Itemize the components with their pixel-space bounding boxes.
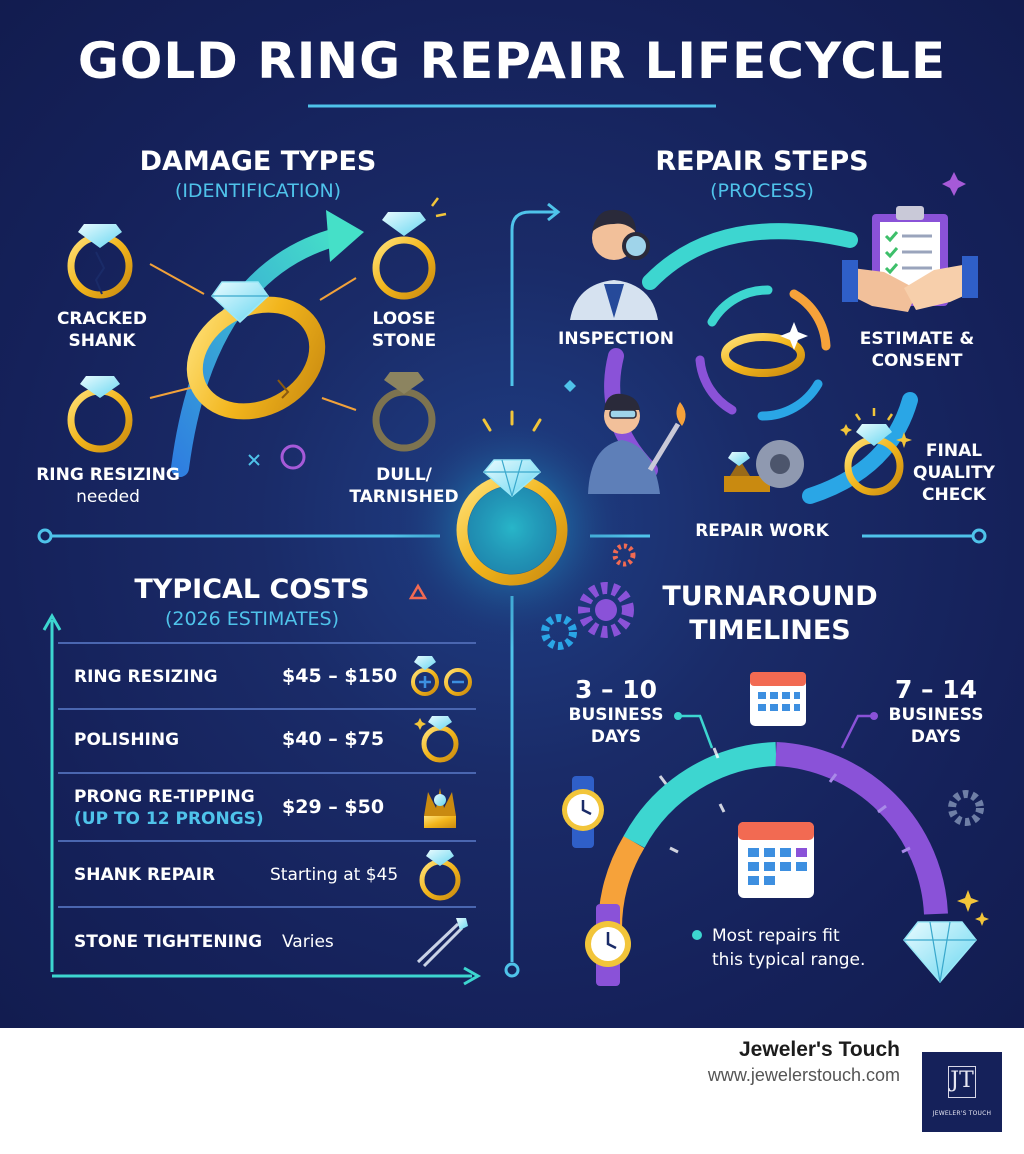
- clipboard-handshake-icon: [842, 206, 978, 312]
- decoration-layer: [37, 104, 989, 986]
- cost-value: $45 – $150: [282, 665, 398, 687]
- polish-ring-icon: [414, 716, 459, 763]
- cost-value: $40 – $75: [282, 728, 385, 750]
- footer: [0, 1028, 1024, 1154]
- resize-plus-minus-icon: [411, 656, 472, 696]
- logo-monogram-icon: JT: [948, 1066, 976, 1098]
- calendar-center-icon: [738, 822, 814, 898]
- quality-check-ring-icon: [840, 408, 912, 496]
- damage-ring-resizing: RING RESIZING needed: [36, 465, 180, 507]
- tweezers-icon: [416, 918, 468, 968]
- cost-row-ring-resizing: RING RESIZING $45 – $150: [58, 642, 476, 710]
- note-bullet: [692, 930, 702, 940]
- diamond-turnaround-icon: [903, 890, 989, 984]
- cost-row-shank-repair: SHANK REPAIR Starting at $45: [58, 842, 476, 908]
- repair-subheading: (PROCESS): [710, 180, 814, 202]
- cost-name-block: PRONG RE-TIPPING (UP TO 12 PRONGS): [74, 786, 264, 830]
- cost-row-polishing: POLISHING $40 – $75: [58, 708, 476, 774]
- step-final-quality-check: FINAL QUALITY CHECK: [913, 441, 995, 505]
- cost-value: Varies: [282, 932, 334, 952]
- repair-heading: REPAIR STEPS: [655, 146, 869, 177]
- prong-crown-icon: [424, 788, 456, 828]
- damage-arrow-head: [326, 210, 364, 262]
- page-title: GOLD RING REPAIR LIFECYCLE: [77, 32, 947, 90]
- inspector-figure-icon: [570, 209, 658, 320]
- cost-value: Starting at $45: [270, 865, 399, 885]
- cost-subname: (UP TO 12 PRONGS): [74, 809, 264, 829]
- brand-url[interactable]: www.jewelerstouch.com: [707, 1065, 900, 1085]
- damage-cracked-shank: CRACKED SHANK: [56, 309, 148, 351]
- calendar-top-icon: [750, 672, 806, 726]
- timeline-pointers: [674, 712, 878, 749]
- triangle-decoration: [408, 583, 428, 600]
- long-range-label: 7 – 14 BUSINESS DAYS: [888, 675, 984, 748]
- damage-dull-tarnished: DULL/TARNISHED: [349, 465, 459, 507]
- resizing-ring-icon: [67, 376, 133, 453]
- center-glow: [392, 408, 632, 648]
- loose-stone-ring-icon: [372, 197, 447, 300]
- cost-name: SHANK REPAIR: [74, 865, 216, 885]
- inner-cycle-arrows: [695, 285, 831, 421]
- damage-loose-stone: LOOSE STONE: [371, 309, 437, 351]
- step-inspection: INSPECTION: [558, 329, 674, 349]
- shank-ring-icon: [419, 850, 461, 901]
- cost-name: POLISHING: [74, 730, 180, 750]
- cost-name: RING RESIZING: [74, 667, 218, 687]
- damage-heading: DAMAGE TYPES: [139, 146, 377, 177]
- costs-heading: TYPICAL COSTS: [134, 574, 370, 605]
- gear-icons: [541, 543, 984, 826]
- cost-value: $29 – $50: [282, 796, 385, 818]
- cost-name: STONE TIGHTENING: [74, 932, 263, 952]
- tarnished-ring-icon: [372, 372, 436, 452]
- short-range-label: 3 – 10 BUSINESS DAYS: [568, 675, 664, 748]
- costs-subheading: (2026 ESTIMATES): [164, 608, 340, 630]
- turnaround-heading: TURNAROUND TIMELINES: [662, 581, 878, 646]
- divider-lines: [37, 202, 987, 978]
- repair-decorations: [564, 172, 966, 392]
- watch-lower-icon: [585, 904, 631, 986]
- logo-text: JEWELER'S TOUCH: [932, 1110, 992, 1117]
- damage-decorations: [248, 444, 306, 470]
- inner-cycle-ring-icon: [721, 322, 808, 377]
- cost-name: PRONG RE-TIPPING: [74, 787, 255, 807]
- cost-row-stone-tightening: STONE TIGHTENING Varies: [58, 908, 476, 972]
- damage-subheading: (IDENTIFICATION): [174, 180, 342, 202]
- repair-worker-icon: [588, 393, 804, 494]
- cost-row-prong-retipping: PRONG RE-TIPPING (UP TO 12 PRONGS) $29 –…: [58, 774, 476, 842]
- infographic-poster: GOLD RING REPAIR LIFECYCLE DAMAGE TYPES …: [0, 0, 1024, 1028]
- cracked-shank-ring-icon: [67, 224, 133, 299]
- brand-name: Jeweler's Touch: [739, 1038, 900, 1061]
- watch-upper-icon: [562, 776, 604, 848]
- step-estimate-consent: ESTIMATE & CONSENT: [859, 329, 975, 371]
- center-ring-icon: [456, 410, 568, 586]
- cost-row-icons: [411, 656, 472, 968]
- big-damaged-ring-icon: [186, 281, 326, 420]
- step-repair-work: REPAIR WORK: [695, 521, 829, 541]
- turnaround-note: Most repairs fit this typical range.: [712, 926, 866, 970]
- cost-axis-arrows: [42, 612, 482, 986]
- brand-logo: JT JEWELER'S TOUCH: [922, 1052, 1002, 1132]
